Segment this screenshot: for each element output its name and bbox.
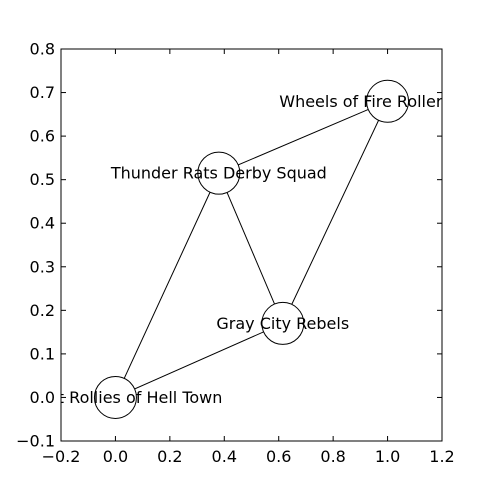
y-tick-label: 0.7	[30, 83, 55, 102]
node-label-n4: Hellcat Rollies of Hell Town	[8, 388, 222, 407]
y-tick-label: 0.8	[30, 40, 55, 59]
y-tick-label: 0.4	[30, 214, 55, 233]
edge-n2-n4	[114, 172, 220, 398]
node-label-n1: Wheels of Fire Roller Derby	[279, 92, 491, 111]
node-label-n2: Thunder Rats Derby Squad	[110, 164, 327, 183]
x-tick-label: 0.2	[157, 447, 182, 466]
x-tick-label: 0.4	[212, 447, 237, 466]
edge-n2-n3	[218, 172, 284, 324]
node-n2	[197, 151, 241, 195]
node-n4	[93, 375, 137, 419]
nodes-layer: Wheels of Fire Roller Derby Thunder Rats …	[8, 79, 491, 419]
edge-n3-n4	[115, 322, 283, 398]
x-tick-label: 0.8	[320, 447, 345, 466]
x-tick-label: 0.6	[266, 447, 291, 466]
edges-layer	[114, 100, 389, 398]
x-tick-label: 0.0	[103, 447, 128, 466]
y-tick-label: 0.5	[30, 170, 55, 189]
axis-ticks: −0.2 0.0 0.2 0.4 0.6 0.8 1.0 1.2 −0.1 0.0 0.1 0.2 0.…	[16, 40, 455, 467]
plot-frame	[60, 48, 443, 442]
edge-n1-n3	[282, 101, 389, 324]
node-n3	[261, 301, 305, 345]
y-tick-label: 0.6	[30, 127, 55, 146]
node-label-n3: Gray City Rebels	[216, 314, 349, 333]
y-tick-label: 0.2	[30, 301, 55, 320]
x-tick-label: 1.0	[375, 447, 400, 466]
x-tick-label: −0.2	[42, 447, 81, 466]
node-n1	[366, 79, 410, 123]
y-tick-label: 0.1	[30, 344, 55, 363]
x-tick-label: 1.2	[429, 447, 454, 466]
y-tick-label: 0.0	[30, 388, 55, 407]
y-tick-label: 0.3	[30, 257, 55, 276]
y-tick-label: −0.1	[16, 432, 55, 451]
edge-n1-n2	[218, 100, 388, 174]
